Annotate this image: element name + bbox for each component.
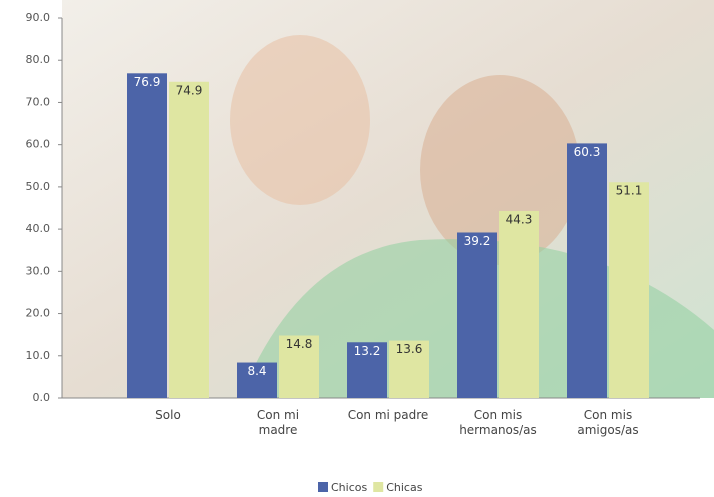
y-tick-label: 30.0 <box>26 264 51 277</box>
bar <box>499 210 539 398</box>
bar <box>127 73 167 399</box>
bar <box>347 342 387 398</box>
x-tick-label: Con mi padre <box>347 408 429 422</box>
y-tick-label: 10.0 <box>26 349 51 362</box>
y-tick-label: 80.0 <box>26 53 51 66</box>
value-label: 14.8 <box>286 337 313 351</box>
bar <box>567 143 607 398</box>
x-tick-label: Solo <box>155 408 181 422</box>
y-tick-label: 50.0 <box>26 180 51 193</box>
value-label: 60.3 <box>574 145 601 159</box>
value-label: 8.4 <box>247 364 266 378</box>
bar <box>237 362 277 398</box>
value-label: 74.9 <box>176 83 203 97</box>
y-tick-label: 60.0 <box>26 138 51 151</box>
photo-figure <box>230 35 370 205</box>
y-tick-label: 20.0 <box>26 307 51 320</box>
value-label: 76.9 <box>134 75 161 89</box>
y-tick-label: 70.0 <box>26 95 51 108</box>
y-tick-label: 90.0 <box>26 11 51 24</box>
bar <box>279 335 319 398</box>
value-label: 44.3 <box>506 212 533 226</box>
photo-figure <box>420 75 580 265</box>
legend-swatch <box>318 482 328 492</box>
value-label: 13.6 <box>396 342 423 356</box>
legend-swatch <box>373 482 384 492</box>
x-tick-label: Con mis amigos/as <box>577 408 639 437</box>
bar <box>609 182 649 398</box>
y-tick-label: 0.0 <box>33 391 51 404</box>
bar <box>457 232 497 398</box>
value-label: 39.2 <box>464 234 491 248</box>
y-tick-label: 40.0 <box>26 222 51 235</box>
legend-label: Chicas <box>386 481 422 494</box>
x-tick-label: Con mi madre <box>256 408 300 437</box>
value-label: 13.2 <box>354 344 381 358</box>
value-label: 51.1 <box>616 184 643 198</box>
bar <box>389 340 429 398</box>
x-tick-label: Con mis hermanos/as <box>459 408 537 437</box>
legend-label: Chicos <box>331 481 367 494</box>
bar <box>169 81 209 398</box>
